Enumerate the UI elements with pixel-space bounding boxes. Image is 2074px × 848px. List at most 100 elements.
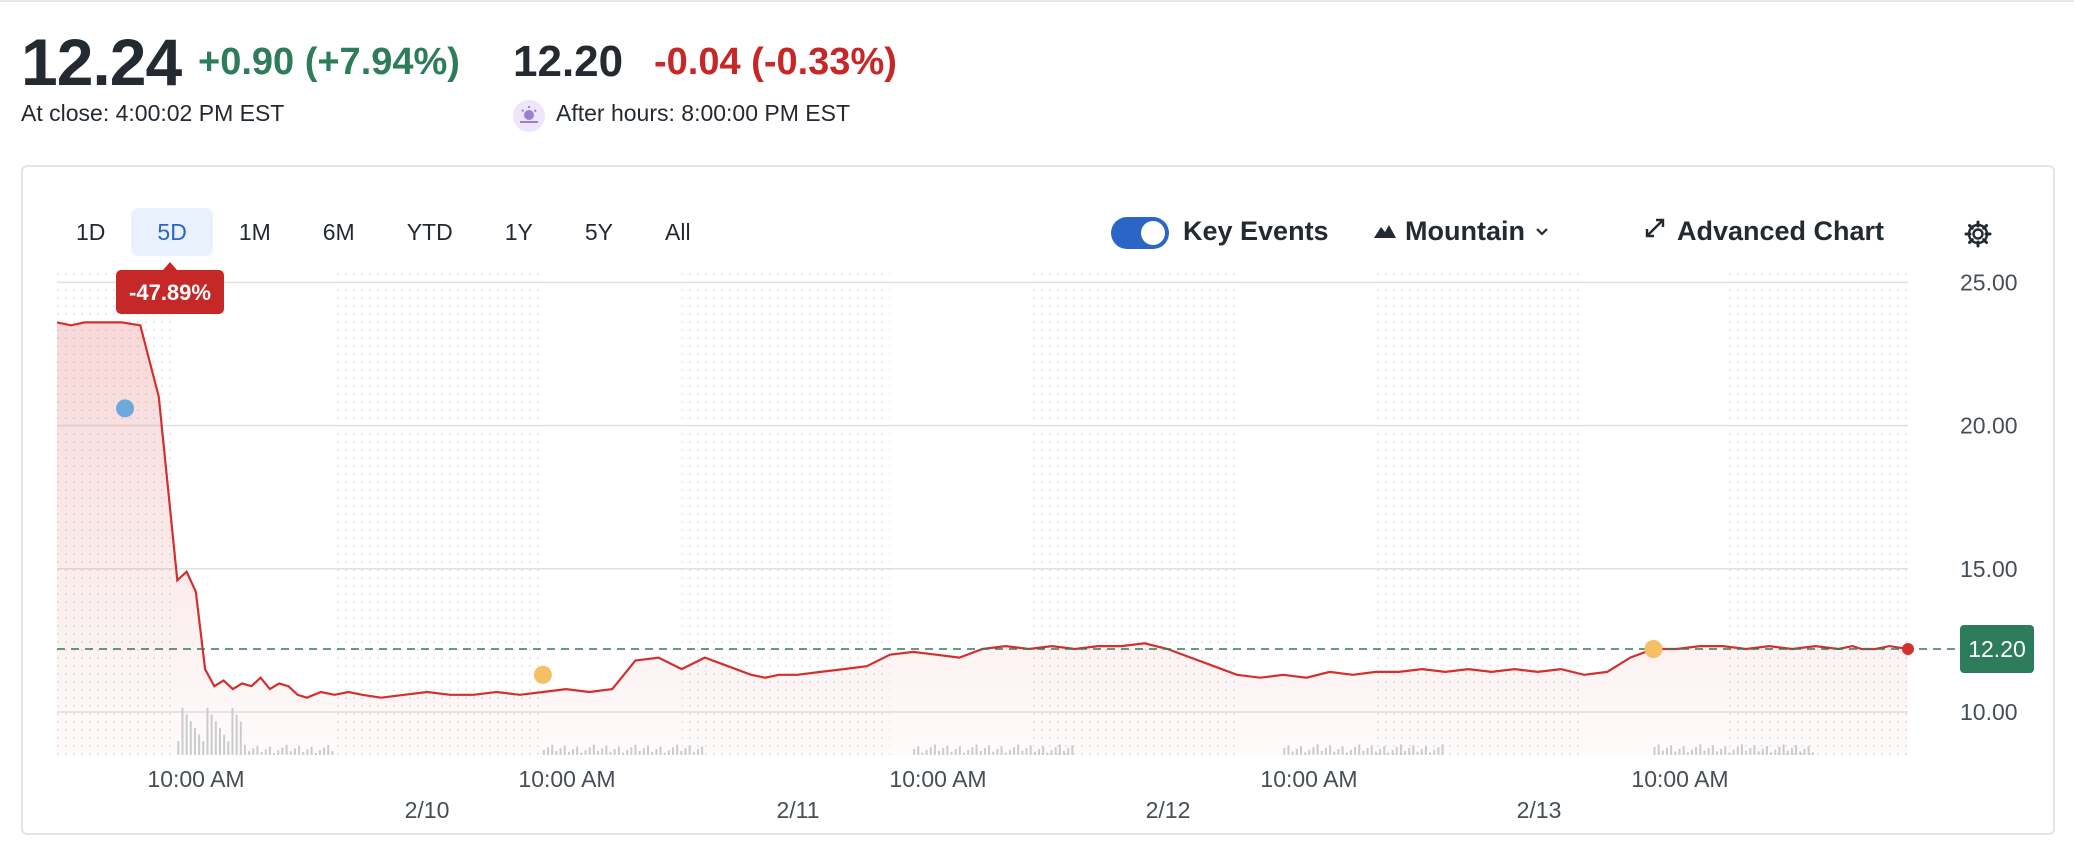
volume-bar — [327, 744, 330, 755]
volume-bar — [567, 751, 570, 755]
volume-bar — [617, 746, 620, 755]
volume-bar — [1033, 751, 1036, 755]
range-button-1d[interactable]: 1D — [76, 219, 106, 245]
volume-bar — [929, 747, 932, 755]
volume-bar — [701, 746, 704, 755]
volume-bar — [1424, 746, 1427, 755]
volume-bar — [214, 721, 217, 755]
volume-bar — [314, 752, 317, 755]
volume-bar — [1042, 746, 1045, 755]
volume-bar — [1341, 746, 1344, 755]
volume-bar — [1736, 747, 1739, 755]
volume-bar — [659, 746, 662, 755]
reference-price-label: 12.20 — [1968, 636, 2026, 662]
volume-bar — [1761, 748, 1764, 755]
range-button-1m[interactable]: 1M — [238, 219, 271, 245]
volume-bar — [622, 752, 625, 755]
last-price-dot — [1902, 643, 1914, 656]
range-button-6m[interactable]: 6M — [322, 219, 355, 245]
volume-bar — [1050, 749, 1053, 755]
volume-bar — [293, 748, 296, 755]
volume-bar — [933, 744, 936, 755]
range-button-5d[interactable]: 5D — [131, 208, 213, 256]
volume-bar — [1058, 744, 1061, 755]
volume-bar — [925, 749, 928, 755]
range-button-1y[interactable]: 1Y — [504, 219, 533, 245]
volume-bar — [1782, 744, 1785, 755]
volume-bar — [642, 748, 645, 755]
volume-bar — [1349, 749, 1352, 755]
volume-bar — [1013, 747, 1016, 755]
volume-bar — [223, 734, 226, 755]
volume-bar — [1661, 750, 1664, 755]
key-events-label: Key Events — [1183, 216, 1329, 246]
volume-bar — [248, 751, 251, 755]
volume-bar — [1745, 750, 1748, 755]
volume-bar — [1811, 752, 1814, 755]
x-time-label: 10:00 AM — [518, 766, 615, 792]
volume-bar — [306, 749, 309, 755]
volume-bar — [559, 748, 562, 755]
volume-bar — [1029, 745, 1032, 755]
volume-bar — [601, 748, 604, 755]
volume-bar — [1786, 750, 1789, 755]
volume-bar — [626, 750, 629, 755]
volume-bar — [992, 751, 995, 755]
volume-bar — [692, 751, 695, 755]
volume-bar — [1437, 747, 1440, 755]
volume-bar — [1433, 749, 1436, 755]
volume-bar — [1004, 752, 1007, 755]
volume-bar — [938, 750, 941, 755]
volume-bar — [1333, 751, 1336, 755]
volume-bar — [555, 750, 558, 755]
volume-bar — [1724, 746, 1727, 755]
close-time-label: At close: 4:00:02 PM EST — [21, 100, 285, 126]
change-badge — [116, 270, 224, 314]
volume-bar — [584, 750, 587, 755]
volume-bar — [1686, 752, 1689, 755]
volume-bar — [946, 745, 949, 755]
volume-bar — [1291, 751, 1294, 755]
volume-bar — [1657, 744, 1660, 755]
volume-bar — [1757, 751, 1760, 755]
volume-bar — [202, 741, 205, 755]
volume-bar — [1000, 746, 1003, 755]
volume-bar — [996, 749, 999, 755]
chart-type-dropdown[interactable]: Mountain — [1373, 216, 1551, 247]
volume-bar — [1379, 748, 1382, 755]
range-button-all[interactable]: All — [665, 219, 691, 245]
volume-bar — [1707, 747, 1710, 755]
volume-bar — [181, 707, 184, 755]
advanced-chart-button[interactable]: Advanced Chart — [1643, 216, 1884, 247]
volume-bar — [1320, 750, 1323, 755]
volume-bar — [676, 744, 679, 755]
volume-bar — [331, 751, 334, 755]
volume-bar — [638, 750, 641, 755]
key-event-marker-2 — [1644, 640, 1663, 659]
volume-bar — [1711, 745, 1714, 755]
key-events-toggle[interactable] — [1111, 217, 1169, 249]
volume-bar — [1803, 748, 1806, 755]
volume-bar — [298, 745, 301, 755]
volume-bar — [1358, 744, 1361, 755]
volume-bar — [1370, 745, 1373, 755]
volume-bar — [1387, 752, 1390, 755]
volume-bar — [1695, 747, 1698, 755]
y-tick-label: 15.00 — [1960, 556, 2018, 582]
volume-bar — [592, 744, 595, 755]
volume-bar — [1728, 752, 1731, 755]
volume-bar — [1732, 749, 1735, 755]
volume-bar — [1329, 745, 1332, 755]
volume-bar — [177, 741, 180, 755]
range-button-ytd[interactable]: YTD — [406, 219, 453, 245]
volume-bar — [1703, 750, 1706, 755]
volume-bar — [921, 752, 924, 755]
volume-bar — [547, 747, 550, 755]
volume-bar — [1391, 749, 1394, 755]
volume-bar — [634, 744, 637, 755]
range-button-5y[interactable]: 5Y — [584, 219, 613, 245]
volume-bar — [1441, 744, 1444, 755]
gear-icon[interactable] — [1963, 219, 1993, 249]
volume-bar — [1774, 749, 1777, 755]
